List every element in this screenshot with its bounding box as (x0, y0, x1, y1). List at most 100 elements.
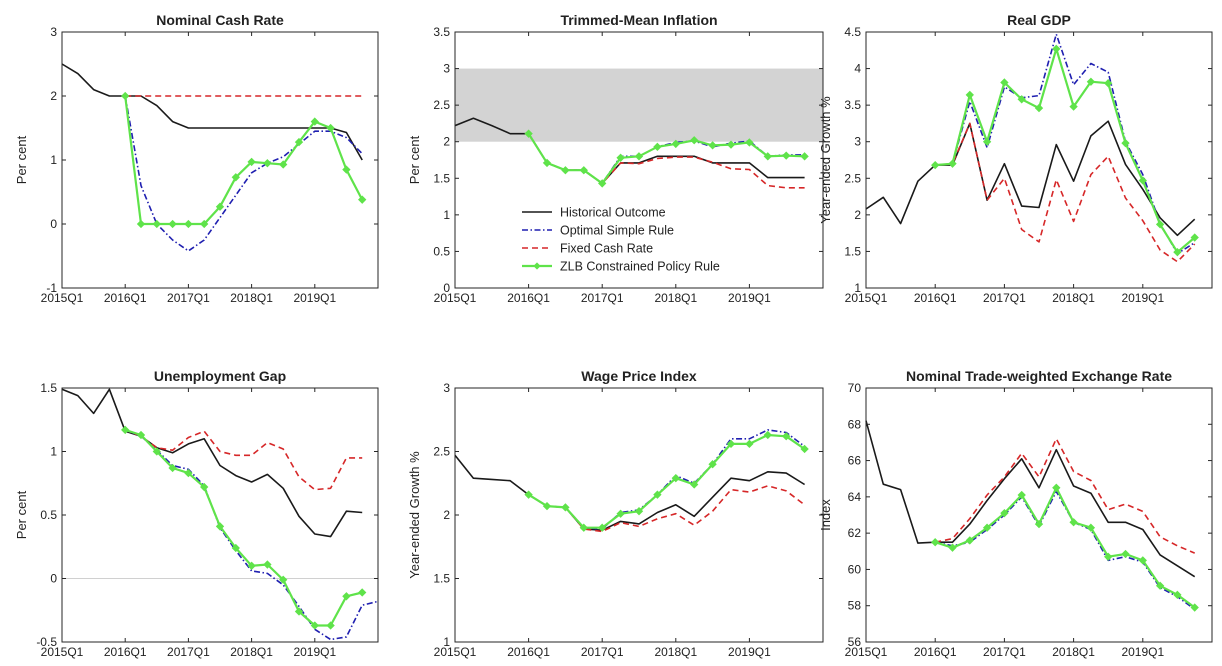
target-band (455, 68, 823, 142)
data-point-marker (1086, 77, 1096, 86)
data-point-marker (1173, 590, 1182, 599)
data-point-marker (561, 503, 570, 512)
data-point-marker (1000, 509, 1009, 518)
plot-frame (865, 387, 1213, 643)
x-tick-label: 2018Q1 (654, 645, 697, 659)
x-tick-label: 2016Q1 (507, 291, 550, 305)
data-point-marker (1173, 247, 1182, 257)
data-point-marker (931, 160, 940, 170)
y-tick-label: 1 (50, 153, 57, 167)
data-point-marker (782, 151, 791, 160)
chart-panel: 56 58 60 62 64 66 68 70 2015Q1 2016Q1 2017Q1 2018Q1… (818, 368, 1213, 659)
series-line-zlb-rule (527, 133, 805, 185)
data-point-marker (136, 430, 146, 440)
data-point-marker (168, 463, 177, 473)
data-point-marker (1104, 552, 1113, 561)
y-tick-label: 0 (50, 217, 57, 231)
data-point-marker (1121, 139, 1130, 148)
data-point-marker (231, 173, 240, 182)
data-point-marker (184, 219, 193, 229)
chart-title: Nominal Trade-weighted Exchange Rate (906, 368, 1172, 384)
data-point-marker (121, 91, 130, 101)
data-point-marker (982, 137, 992, 146)
data-point-marker (215, 522, 225, 531)
y-tick-label: 3 (854, 135, 861, 149)
y-tick-label: 0.5 (433, 244, 450, 258)
y-tick-label: 1 (443, 635, 450, 649)
y-tick-label: 2.5 (844, 171, 861, 185)
x-tick-label: 2019Q1 (293, 645, 336, 659)
data-point-marker (616, 153, 625, 162)
series-line-zlb-rule (935, 47, 1196, 254)
data-point-marker (708, 460, 717, 469)
data-point-marker (579, 166, 588, 175)
series-line-historical (865, 420, 1196, 578)
data-point-marker (579, 523, 588, 532)
series-line-optimal-rule (935, 490, 1196, 610)
data-point-marker (152, 447, 161, 456)
legend-marker (533, 262, 541, 270)
data-point-marker (326, 123, 335, 133)
data-point-marker (310, 117, 319, 126)
legend: Historical Outcome Optimal Simple Rule Fix… (522, 206, 720, 274)
data-point-marker (800, 152, 809, 161)
chart-title: Wage Price Index (581, 368, 697, 384)
x-tick-label: 2015Q1 (845, 291, 888, 305)
series-line-optimal-rule (528, 429, 806, 530)
x-tick-label: 2019Q1 (1121, 645, 1164, 659)
data-point-marker (1086, 523, 1096, 532)
x-tick-label: 2015Q1 (845, 645, 888, 659)
y-tick-label: 1.5 (40, 381, 57, 395)
x-tick-label: 2017Q1 (983, 291, 1026, 305)
x-tick-label: 2019Q1 (728, 291, 771, 305)
data-point-marker (634, 152, 644, 161)
x-tick-label: 2018Q1 (654, 291, 697, 305)
data-point-marker (745, 138, 754, 147)
x-tick-label: 2016Q1 (914, 291, 957, 305)
y-tick-label: 2 (854, 208, 861, 222)
data-point-marker (542, 158, 552, 168)
x-tick-label: 2018Q1 (1052, 645, 1095, 659)
data-point-marker (763, 152, 772, 161)
data-point-marker (294, 607, 304, 616)
data-point-marker (184, 468, 193, 478)
x-tick-label: 2015Q1 (434, 291, 477, 305)
legend-entry-fixed-cash: Fixed Cash Rate (560, 242, 653, 256)
data-point-marker (121, 425, 130, 435)
y-tick-label: 1.5 (844, 244, 861, 258)
data-point-marker (1017, 95, 1026, 104)
x-tick-label: 2015Q1 (41, 291, 84, 305)
y-tick-label: 0 (443, 281, 450, 295)
legend-entry-zlb-rule: ZLB Constrained Policy Rule (560, 260, 720, 274)
series-line-zlb-rule (528, 433, 806, 529)
x-tick-label: 2017Q1 (167, 291, 210, 305)
plot-frame (454, 31, 824, 289)
y-tick-label: 1 (854, 281, 861, 295)
data-point-marker (1138, 176, 1147, 185)
data-point-marker (1017, 490, 1026, 500)
data-point-marker (152, 219, 161, 229)
data-point-marker (247, 561, 256, 570)
y-tick-label: 1.5 (433, 572, 450, 586)
y-tick-label: 4 (854, 62, 861, 76)
data-point-marker (965, 536, 974, 545)
series-line-zlb-rule (934, 486, 1196, 609)
data-point-marker (310, 621, 319, 630)
y-axis-label: Index (818, 499, 833, 531)
series-line-zlb-rule (124, 95, 364, 226)
data-point-marker (1104, 79, 1113, 88)
y-tick-label: 64 (848, 490, 862, 504)
data-point-marker (726, 140, 736, 149)
chart-panel: -1 0 1 2 3 2015Q1 2016Q1 2017Q1 2018Q1 2019Q1 Nomi… (14, 12, 379, 305)
data-point-marker (279, 160, 288, 169)
data-point-marker (1155, 581, 1165, 590)
y-tick-label: 68 (848, 417, 862, 431)
y-tick-label: 2.5 (433, 98, 450, 112)
data-point-marker (598, 523, 607, 532)
x-tick-label: 2016Q1 (104, 291, 147, 305)
data-point-marker (1000, 78, 1009, 87)
data-point-marker (263, 159, 272, 168)
series-line-fixed-cash (935, 122, 1196, 263)
y-tick-label: -0.5 (36, 635, 57, 649)
